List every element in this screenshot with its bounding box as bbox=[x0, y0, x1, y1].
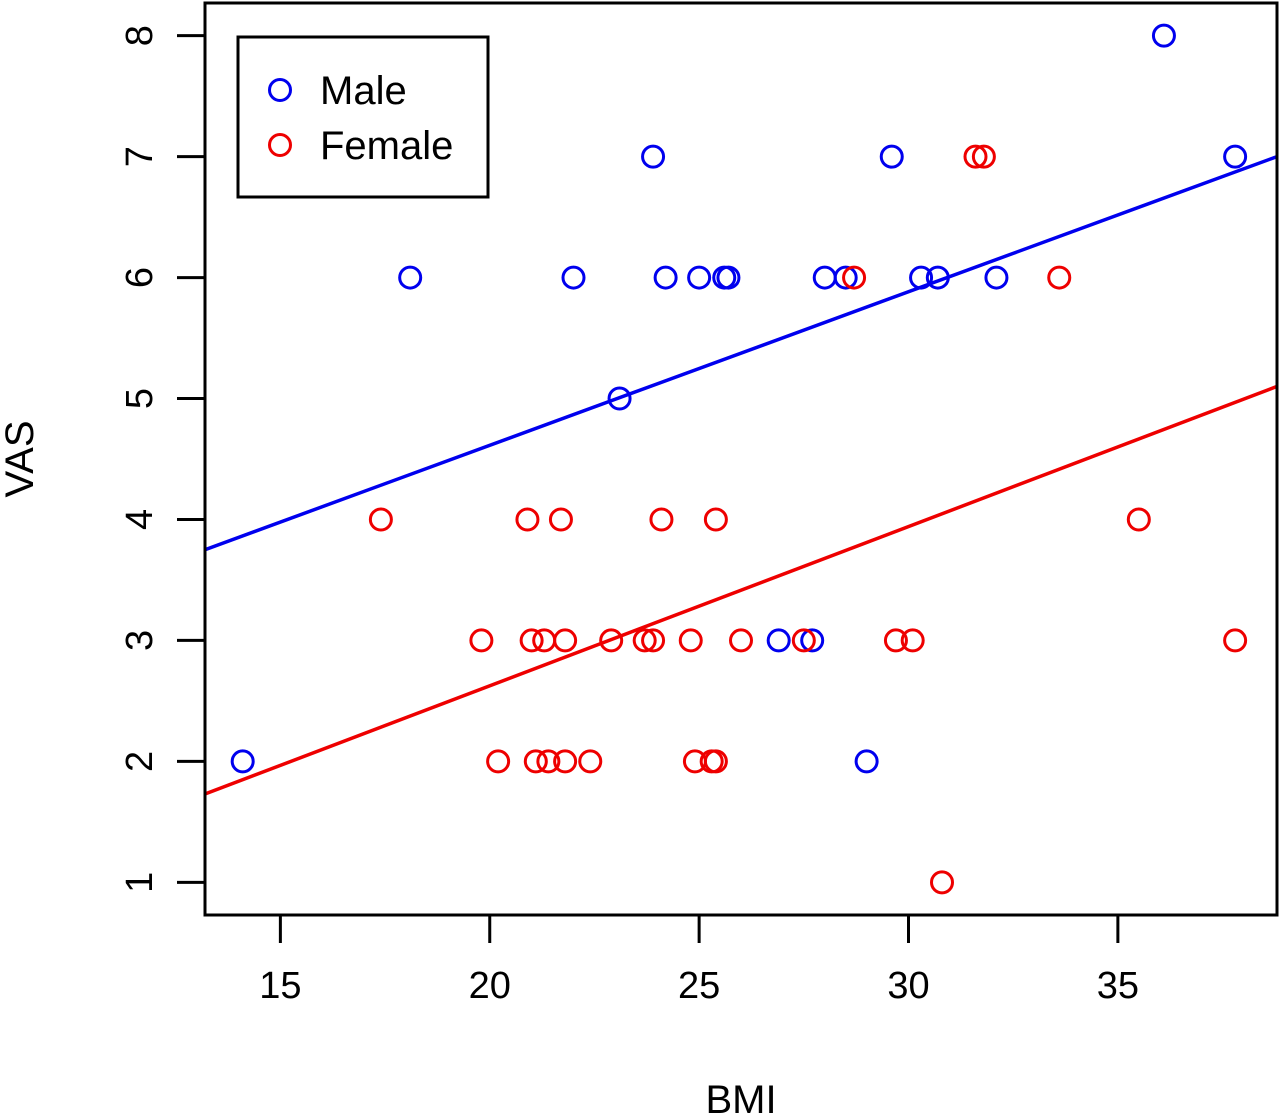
data-point-female bbox=[469, 628, 494, 653]
data-point-female bbox=[641, 628, 666, 653]
x-tick-label: 30 bbox=[887, 965, 929, 1007]
data-point-female bbox=[536, 749, 561, 774]
data-point-female bbox=[1047, 265, 1072, 290]
fit-line-male bbox=[205, 154, 1277, 552]
y-tick-label: 3 bbox=[119, 630, 161, 651]
legend-marker-female bbox=[268, 133, 292, 157]
data-point-male bbox=[812, 265, 837, 290]
data-point-male bbox=[1151, 23, 1176, 48]
data-point-male bbox=[641, 144, 666, 169]
data-point-female bbox=[900, 628, 925, 653]
data-point-female bbox=[791, 628, 816, 653]
data-point-female bbox=[729, 628, 753, 653]
data-point-female bbox=[632, 628, 657, 653]
data-point-male bbox=[398, 265, 423, 290]
data-point-male bbox=[230, 749, 255, 774]
data-point-male bbox=[925, 265, 950, 290]
data-point-female bbox=[703, 507, 728, 532]
data-point-female bbox=[599, 628, 624, 653]
y-tick-label: 5 bbox=[119, 388, 161, 409]
x-tick-label: 15 bbox=[259, 965, 301, 1007]
data-point-male bbox=[653, 265, 678, 290]
data-point-female bbox=[1126, 507, 1151, 532]
data-point-female bbox=[649, 507, 674, 532]
data-point-male bbox=[607, 386, 632, 411]
data-point-female bbox=[883, 628, 908, 653]
data-point-female bbox=[842, 265, 867, 290]
data-point-male bbox=[687, 265, 712, 290]
data-point-female bbox=[971, 144, 996, 169]
data-point-female bbox=[532, 628, 557, 653]
data-point-female bbox=[548, 507, 573, 532]
y-tick-label: 2 bbox=[119, 751, 161, 772]
data-point-male bbox=[854, 749, 879, 774]
data-point-male bbox=[716, 265, 741, 290]
data-point-female bbox=[515, 507, 540, 532]
x-axis-title: BMI bbox=[705, 1078, 776, 1120]
data-point-female bbox=[553, 749, 578, 774]
legend-label-male: Male bbox=[320, 69, 407, 113]
y-tick-label: 8 bbox=[119, 25, 161, 46]
x-tick-label: 20 bbox=[469, 965, 511, 1007]
data-point-female bbox=[963, 144, 988, 169]
x-tick-label: 35 bbox=[1097, 965, 1139, 1007]
data-point-female bbox=[486, 749, 511, 774]
data-point-female bbox=[1223, 628, 1248, 653]
data-point-male bbox=[833, 265, 858, 290]
y-tick-label: 4 bbox=[119, 509, 161, 530]
data-point-male bbox=[909, 265, 934, 290]
y-axis-title: VAS bbox=[0, 420, 42, 497]
data-point-female bbox=[578, 749, 603, 774]
legend-marker-male bbox=[268, 78, 292, 102]
data-point-female bbox=[678, 628, 703, 653]
data-point-female bbox=[519, 628, 544, 653]
plot-area bbox=[205, 23, 1277, 895]
y-tick-label: 1 bbox=[119, 872, 161, 893]
data-point-female bbox=[930, 870, 954, 895]
y-tick-label: 6 bbox=[119, 267, 161, 288]
data-point-male bbox=[800, 628, 825, 653]
fit-line-female bbox=[205, 384, 1277, 796]
data-point-female bbox=[368, 507, 393, 532]
x-axis: 15 20 25 30 35 bbox=[259, 913, 1139, 1007]
legend-box bbox=[236, 35, 490, 199]
data-point-female bbox=[523, 749, 548, 774]
legend: Male Female bbox=[236, 35, 490, 199]
data-point-male bbox=[1223, 144, 1248, 169]
data-point-male bbox=[984, 265, 1009, 290]
y-axis: 1 2 3 4 5 6 7 8 bbox=[119, 25, 207, 893]
data-point-male bbox=[879, 144, 904, 169]
x-tick-label: 25 bbox=[678, 965, 720, 1007]
data-point-female bbox=[703, 749, 728, 774]
y-tick-label: 7 bbox=[119, 146, 161, 167]
data-point-female bbox=[553, 628, 578, 653]
legend-label-female: Female bbox=[320, 124, 453, 168]
data-point-male bbox=[561, 265, 586, 290]
data-point-male bbox=[766, 628, 791, 653]
